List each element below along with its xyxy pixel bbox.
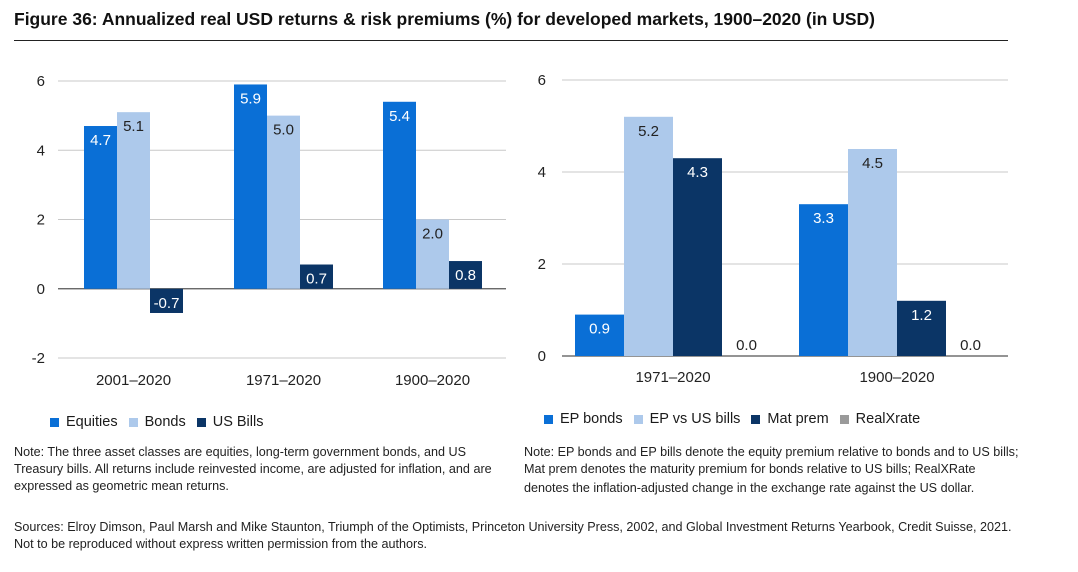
- legend-item-bonds: Bonds: [128, 414, 186, 430]
- chart1-category-label-1971-2020: 1971–2020: [246, 372, 321, 389]
- legend-swatch-ep-vs-us-bills: [633, 414, 643, 424]
- legend-swatch-ep-bonds: [544, 414, 553, 424]
- right-note-text-1: Note: EP bonds and EP bills denote the e…: [524, 445, 1019, 476]
- chart1-bar-us-bills-2001-2020: [150, 288, 183, 313]
- chart1-value-label-us-bills-1971-2020: 0.7: [306, 271, 327, 288]
- chart2-bar-ep-vs-us-bills-1971-2020: [624, 116, 673, 356]
- legend-swatch-realxrate: [839, 414, 849, 424]
- sources-note: Sources: Elroy Dimson, Paul Marsh and Mi…: [14, 519, 1034, 553]
- chart1-value-label-us-bills-1900-2020: 0.8: [455, 267, 476, 284]
- chart1-bar-bonds-1971-2020: [267, 115, 300, 289]
- chart1-value-label-equities-2001-2020: 4.7: [90, 132, 111, 149]
- chart2-value-label-mat-prem-1971-2020: 4.3: [687, 164, 708, 181]
- legend-swatch-bonds: [128, 417, 138, 427]
- chart2-ytick-4: 4: [538, 164, 546, 181]
- figure-title: Figure 36: Annualized real USD returns &…: [14, 9, 876, 29]
- title-rule: [14, 40, 1008, 41]
- legend-label-realxrate: RealXrate: [855, 411, 921, 427]
- legend-label-bonds: Bonds: [144, 414, 186, 430]
- chart2-category-label-1900-2020: 1900–2020: [859, 369, 934, 386]
- sources-text: Sources: Elroy Dimson, Paul Marsh and Mi…: [14, 520, 1012, 551]
- legend-swatch-mat-prem: [751, 414, 761, 424]
- legend-item-equities: Equities: [50, 414, 118, 430]
- legend-label-ep-bonds: EP bonds: [560, 411, 623, 427]
- chart1-value-label-bonds-2001-2020: 5.1: [123, 118, 144, 135]
- right-legend: EP bonds EP vs US bills Mat prem RealXra…: [544, 411, 931, 427]
- chart1-ytick-4: 4: [37, 142, 45, 159]
- legend-swatch-equities: [50, 417, 59, 427]
- chart2-ytick-6: 6: [538, 72, 546, 89]
- chart2-category-label-1971-2020: 1971–2020: [635, 369, 710, 386]
- chart2-value-label-realxrate-1971-2020: 0.0: [736, 337, 757, 354]
- legend-item-ep-vs-us-bills: EP vs US bills: [633, 411, 741, 427]
- chart1-bar-equities-1900-2020: [383, 101, 416, 289]
- charts-canvas: 6 4 2 0 -2 4.7 5.1 -0.7 2001–2020 5.9 5.0 0.7 1971–2…: [32, 72, 1008, 389]
- legend-item-realxrate: RealXrate: [839, 411, 921, 427]
- chart2-value-label-ep-vs-us-bills-1900-2020: 4.5: [862, 155, 883, 172]
- chart1-ytick-2: -2: [32, 350, 45, 367]
- chart2-value-label-ep-vs-us-bills-1971-2020: 5.2: [638, 123, 659, 140]
- chart1-category-label-2001-2020: 2001–2020: [96, 372, 171, 389]
- chart2-bar-ep-bonds-1971-2020: [575, 314, 624, 356]
- legend-label-mat-prem: Mat prem: [767, 411, 829, 427]
- chart1-bar-bonds-2001-2020: [117, 112, 150, 289]
- chart2-value-label-mat-prem-1900-2020: 1.2: [911, 307, 932, 324]
- chart1-ytick-0: 0: [37, 281, 45, 298]
- chart1-bar-equities-1971-2020: [234, 84, 267, 289]
- legend-item-ep-bonds: EP bonds: [544, 411, 623, 427]
- chart2-value-label-ep-bonds-1900-2020: 3.3: [813, 210, 834, 227]
- right-note-text-2: denotes the inflation-adjusted change in…: [524, 481, 975, 495]
- chart2-value-label-ep-bonds-1971-2020: 0.9: [589, 321, 610, 338]
- chart1-ytick-6: 6: [37, 73, 45, 90]
- chart1-ytick-2: 2: [37, 212, 45, 229]
- legend-label-us-bills: US Bills: [212, 414, 264, 430]
- chart1-value-label-bonds-1900-2020: 2.0: [422, 226, 443, 243]
- chart1-value-label-bonds-1971-2020: 5.0: [273, 122, 294, 139]
- chart1-value-label-us-bills-2001-2020: -0.7: [154, 295, 180, 312]
- chart2-bar-ep-bonds-1900-2020: [799, 204, 848, 356]
- legend-item-us-bills: US Bills: [196, 414, 264, 430]
- chart2-value-label-realxrate-1900-2020: 0.0: [960, 337, 981, 354]
- chart1-bar-us-bills-1971-2020: [300, 264, 333, 289]
- chart1-bar-equities-2001-2020: [84, 126, 117, 289]
- chart2-bar-mat-prem-1971-2020: [673, 158, 722, 356]
- left-note: Note: The three asset classes are equiti…: [14, 444, 518, 495]
- chart2-bar-mat-prem-1900-2020: [897, 300, 946, 356]
- legend-item-mat-prem: Mat prem: [751, 411, 829, 427]
- chart1-bar-us-bills-1900-2020: [449, 261, 482, 289]
- left-note-text: Note: The three asset classes are equiti…: [14, 445, 492, 493]
- legend-label-ep-vs-us-bills: EP vs US bills: [649, 411, 741, 427]
- right-note: Note: EP bonds and EP bills denote the e…: [524, 444, 1022, 497]
- chart2-bar-ep-vs-us-bills-1900-2020: [848, 149, 897, 356]
- chart2-ytick-2: 2: [538, 256, 546, 273]
- chart1-value-label-equities-1971-2020: 5.9: [240, 90, 261, 107]
- chart1-bar-bonds-1900-2020: [416, 219, 449, 289]
- legend-swatch-us-bills: [196, 417, 206, 427]
- left-legend: Equities Bonds US Bills: [50, 414, 274, 430]
- legend-label-equities: Equities: [66, 414, 118, 430]
- chart1-value-label-equities-1900-2020: 5.4: [389, 108, 410, 125]
- chart2-ytick-0: 0: [538, 348, 546, 365]
- chart1-category-label-1900-2020: 1900–2020: [395, 372, 470, 389]
